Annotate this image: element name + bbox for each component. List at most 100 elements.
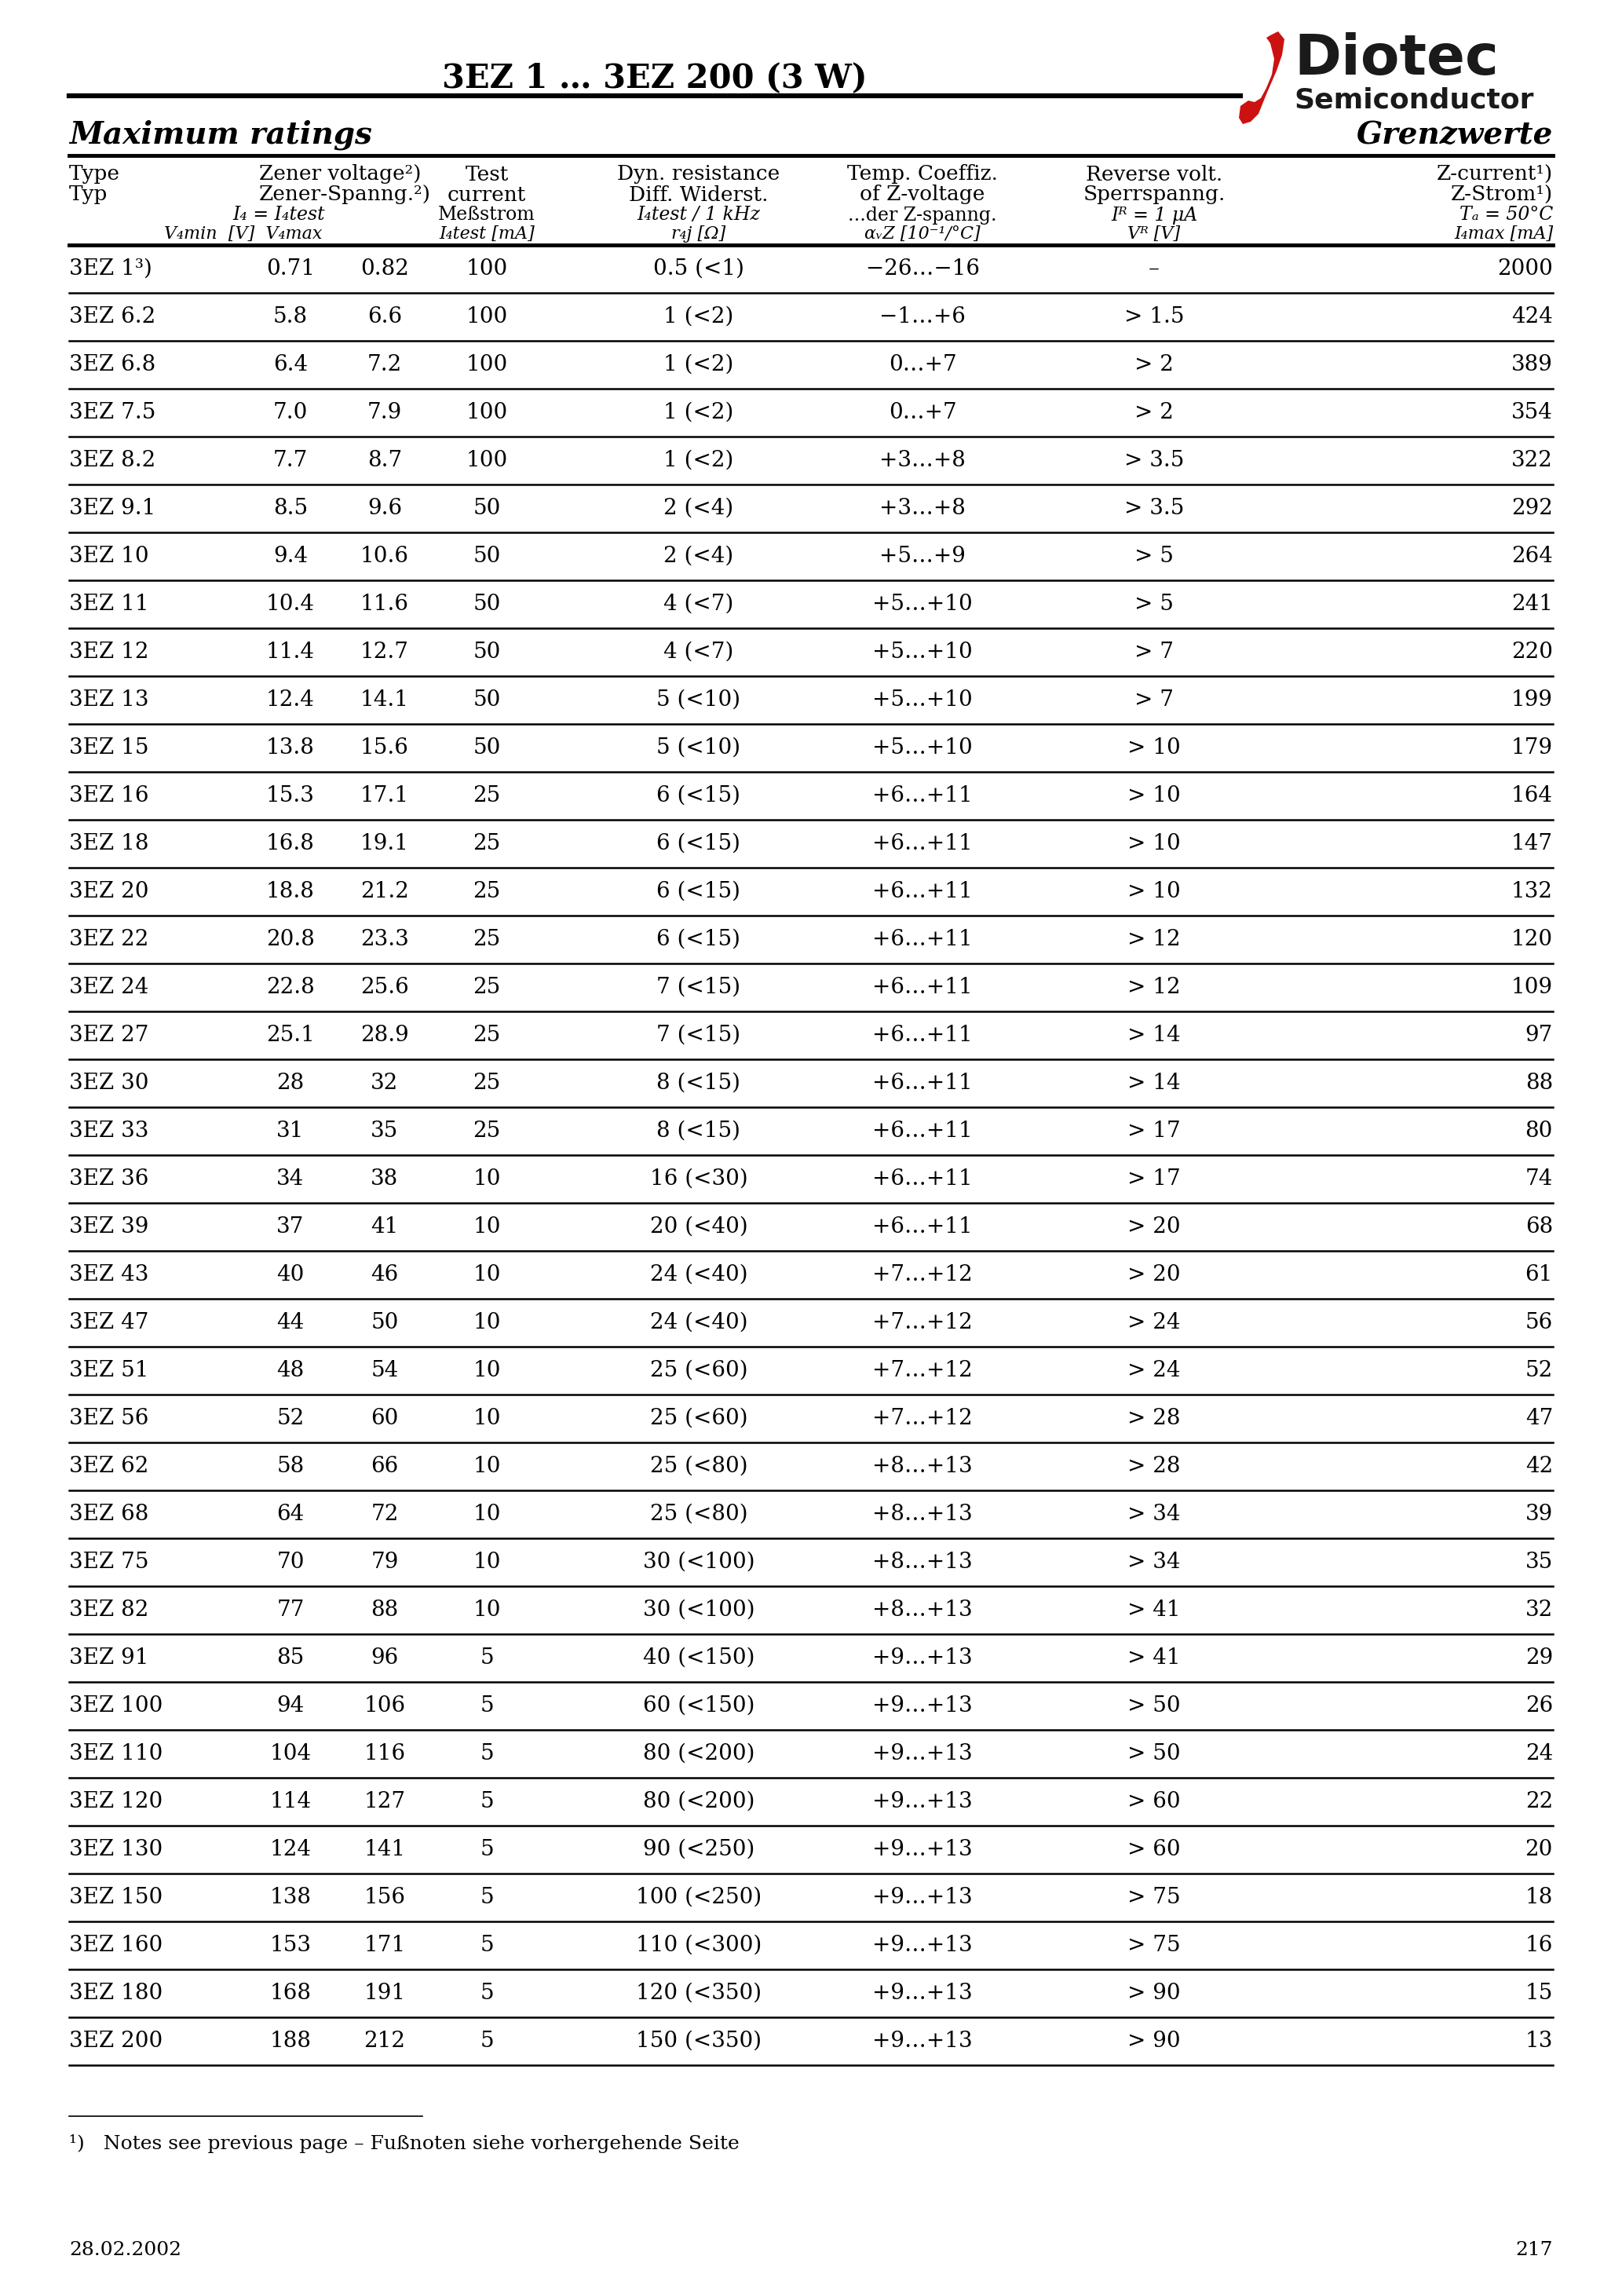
Text: 106: 106 [363, 1694, 406, 1717]
Text: 6 (<15): 6 (<15) [657, 882, 741, 902]
Text: 3EZ 16: 3EZ 16 [70, 785, 149, 806]
Text: > 41: > 41 [1127, 1649, 1181, 1669]
Text: 10: 10 [474, 1311, 501, 1334]
Text: 10: 10 [474, 1217, 501, 1238]
Text: 3EZ 200: 3EZ 200 [70, 2030, 162, 2053]
Text: I₄test / 1 kHz: I₄test / 1 kHz [637, 207, 761, 225]
Text: 30 (<100): 30 (<100) [642, 1600, 754, 1621]
Text: > 41: > 41 [1127, 1600, 1181, 1621]
Text: > 90: > 90 [1127, 1984, 1181, 2004]
Text: 25: 25 [474, 833, 501, 854]
Text: 10.4: 10.4 [266, 595, 315, 615]
Text: 39: 39 [1525, 1504, 1552, 1525]
Text: 3EZ 18: 3EZ 18 [70, 833, 149, 854]
Text: 5: 5 [480, 1791, 493, 1812]
Text: 5: 5 [480, 1936, 493, 1956]
Text: 8.7: 8.7 [367, 450, 402, 471]
Text: 9.4: 9.4 [272, 546, 308, 567]
Text: > 60: > 60 [1127, 1791, 1181, 1812]
Text: 10: 10 [474, 1456, 501, 1476]
Text: 8 (<15): 8 (<15) [657, 1072, 741, 1093]
Text: 3EZ 1³): 3EZ 1³) [70, 259, 152, 280]
Text: 0.82: 0.82 [360, 259, 409, 280]
Text: 0.5 (<1): 0.5 (<1) [654, 259, 744, 280]
Text: > 10: > 10 [1127, 882, 1181, 902]
Text: 25 (<80): 25 (<80) [650, 1504, 748, 1525]
Text: Grenzwerte: Grenzwerte [1356, 119, 1552, 149]
Text: 10: 10 [474, 1169, 501, 1189]
Text: > 5: > 5 [1134, 595, 1174, 615]
Text: 14.1: 14.1 [360, 689, 409, 712]
Text: 11.4: 11.4 [266, 641, 315, 664]
Text: 35: 35 [371, 1120, 399, 1141]
Text: 292: 292 [1512, 498, 1552, 519]
Text: 2 (<4): 2 (<4) [663, 498, 733, 519]
Text: 212: 212 [363, 2030, 406, 2053]
Text: +5…+9: +5…+9 [879, 546, 965, 567]
Text: 7.0: 7.0 [272, 402, 308, 422]
Text: 8 (<15): 8 (<15) [657, 1120, 741, 1141]
Text: 322: 322 [1512, 450, 1552, 471]
Text: 22: 22 [1525, 1791, 1552, 1812]
Text: Meßstrom: Meßstrom [438, 207, 535, 225]
Text: 3EZ 130: 3EZ 130 [70, 1839, 162, 1860]
Text: I₄test [mA]: I₄test [mA] [440, 225, 535, 243]
Text: 3EZ 11: 3EZ 11 [70, 595, 149, 615]
Text: 28.9: 28.9 [360, 1024, 409, 1047]
Text: > 90: > 90 [1127, 2030, 1181, 2053]
Text: 3EZ 7.5: 3EZ 7.5 [70, 402, 156, 422]
Text: 12.4: 12.4 [266, 689, 315, 712]
Text: 61: 61 [1525, 1265, 1552, 1286]
Text: 97: 97 [1525, 1024, 1552, 1047]
Text: +8…+13: +8…+13 [873, 1456, 973, 1476]
Text: 85: 85 [277, 1649, 305, 1669]
Text: +9…+13: +9…+13 [873, 1936, 973, 1956]
Text: 153: 153 [269, 1936, 311, 1956]
Text: 120 (<350): 120 (<350) [636, 1984, 762, 2004]
Text: r₄j [Ω]: r₄j [Ω] [672, 225, 727, 243]
Text: +5…+10: +5…+10 [873, 595, 973, 615]
Text: 50: 50 [371, 1311, 399, 1334]
Text: 13: 13 [1525, 2030, 1552, 2053]
Text: +3…+8: +3…+8 [879, 450, 965, 471]
Text: 50: 50 [474, 546, 501, 567]
Text: 37: 37 [277, 1217, 305, 1238]
Text: 0.71: 0.71 [266, 259, 315, 280]
Text: Reverse volt.: Reverse volt. [1085, 165, 1223, 184]
Text: 16.8: 16.8 [266, 833, 315, 854]
Text: 3EZ 8.2: 3EZ 8.2 [70, 450, 156, 471]
Text: 25.6: 25.6 [360, 976, 409, 999]
Text: > 1.5: > 1.5 [1124, 305, 1184, 328]
Text: > 3.5: > 3.5 [1124, 498, 1184, 519]
Text: –: – [1148, 259, 1160, 280]
Text: 25: 25 [474, 930, 501, 951]
Text: 104: 104 [269, 1743, 311, 1763]
Text: +9…+13: +9…+13 [873, 1743, 973, 1763]
Text: 19.1: 19.1 [360, 833, 409, 854]
Text: 3EZ 10: 3EZ 10 [70, 546, 149, 567]
Text: > 5: > 5 [1134, 546, 1174, 567]
Text: 79: 79 [371, 1552, 399, 1573]
Text: 389: 389 [1512, 354, 1552, 374]
Text: 56: 56 [1525, 1311, 1552, 1334]
Text: +5…+10: +5…+10 [873, 689, 973, 712]
Text: 90 (<250): 90 (<250) [642, 1839, 754, 1860]
Text: 5.8: 5.8 [272, 305, 308, 328]
Text: 46: 46 [371, 1265, 399, 1286]
Text: +9…+13: +9…+13 [873, 1649, 973, 1669]
Text: +9…+13: +9…+13 [873, 2030, 973, 2053]
Text: 10: 10 [474, 1407, 501, 1428]
Text: 3EZ 24: 3EZ 24 [70, 976, 149, 999]
Text: 3EZ 22: 3EZ 22 [70, 930, 149, 951]
Text: 4 (<7): 4 (<7) [663, 641, 733, 664]
Text: 50: 50 [474, 641, 501, 664]
Text: 15: 15 [1525, 1984, 1552, 2004]
Text: > 2: > 2 [1134, 354, 1174, 374]
Text: 18: 18 [1525, 1887, 1552, 1908]
Text: Diotec: Diotec [1294, 32, 1499, 85]
Text: 16: 16 [1525, 1936, 1552, 1956]
Text: Maximum ratings: Maximum ratings [70, 119, 371, 149]
Text: 3EZ 6.2: 3EZ 6.2 [70, 305, 156, 328]
Text: +6…+11: +6…+11 [873, 976, 973, 999]
Text: > 34: > 34 [1127, 1552, 1181, 1573]
